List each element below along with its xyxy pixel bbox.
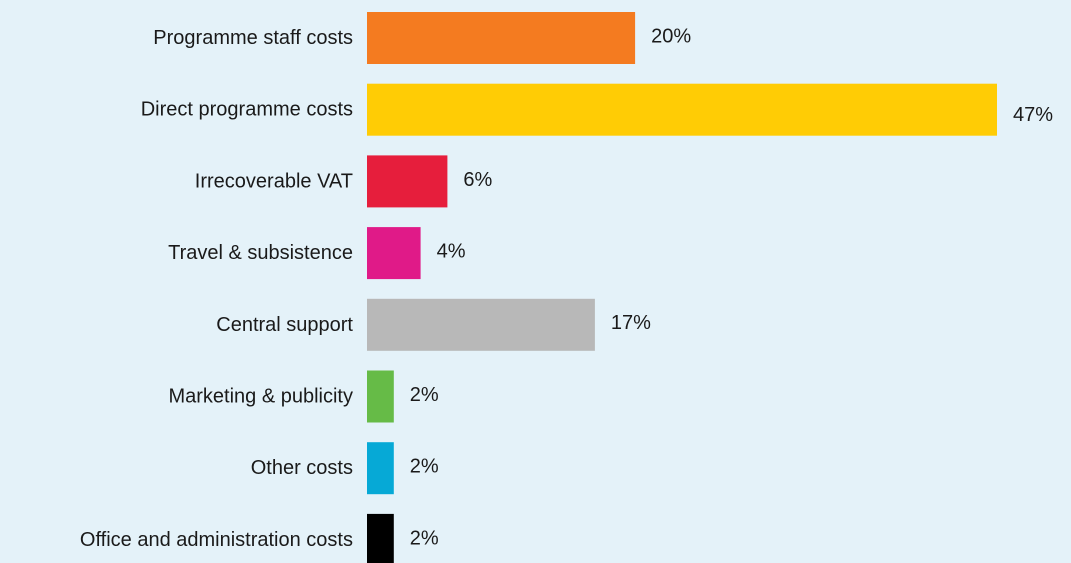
bar-row: Office and administration costs 2%	[80, 513, 439, 563]
bar	[367, 513, 394, 563]
category-label: Other costs	[251, 457, 353, 479]
category-label: Marketing & publicity	[168, 386, 353, 408]
bar-row: Irrecoverable VAT 6%	[195, 155, 493, 208]
category-label: Programme staff costs	[153, 27, 353, 49]
value-label: 6%	[463, 169, 492, 191]
value-label: 2%	[410, 384, 439, 406]
bar-row: Other costs 2%	[251, 442, 439, 495]
bar	[367, 442, 394, 495]
category-label: Travel & subsistence	[168, 242, 353, 264]
value-label: 17%	[611, 312, 651, 334]
bar-row: Direct programme costs 47%	[141, 83, 1053, 136]
bars-group: Programme staff costs 20% Direct programme…	[80, 12, 1053, 563]
bar	[367, 227, 421, 280]
bar	[367, 12, 636, 64]
value-label: 2%	[410, 456, 439, 478]
bar-row: Central support 17%	[216, 298, 651, 351]
value-label: 2%	[410, 527, 439, 549]
value-label: 47%	[1013, 104, 1053, 126]
category-label: Office and administration costs	[80, 529, 353, 551]
bar-row: Marketing & publicity 2%	[168, 370, 439, 423]
category-label: Central support	[216, 314, 353, 336]
bar	[367, 155, 448, 208]
bar	[367, 370, 394, 423]
value-label: 20%	[651, 25, 691, 47]
bar-row: Programme staff costs 20%	[153, 12, 691, 64]
category-label: Direct programme costs	[141, 99, 353, 121]
value-label: 4%	[437, 241, 466, 263]
bar-row: Travel & subsistence 4%	[168, 227, 466, 280]
bar	[367, 83, 997, 136]
bar	[367, 298, 595, 351]
category-label: Irrecoverable VAT	[195, 170, 353, 192]
